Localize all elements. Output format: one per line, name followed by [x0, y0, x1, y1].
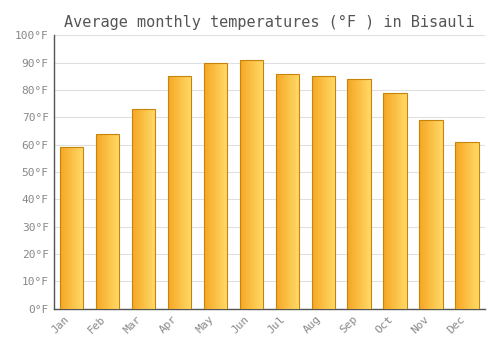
Bar	[384, 93, 407, 309]
Bar	[276, 74, 299, 309]
Bar	[312, 76, 335, 309]
Bar	[420, 120, 443, 309]
Bar	[204, 63, 227, 309]
Bar	[132, 109, 155, 309]
Bar	[168, 76, 191, 309]
Title: Average monthly temperatures (°F ) in Bisauli: Average monthly temperatures (°F ) in Bi…	[64, 15, 474, 30]
Bar	[240, 60, 263, 309]
Bar	[348, 79, 371, 309]
Bar	[60, 147, 84, 309]
Bar	[456, 142, 478, 309]
Bar	[96, 134, 119, 309]
